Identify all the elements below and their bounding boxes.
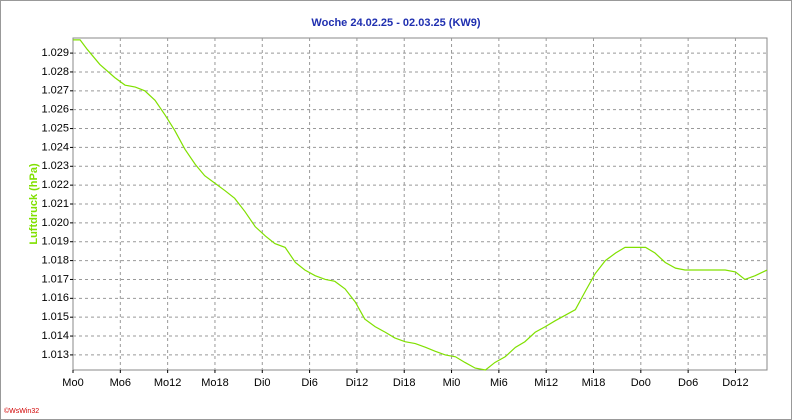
- x-tick-label: Mo0: [62, 377, 83, 389]
- y-tick-label: 1.014: [41, 330, 69, 342]
- y-tick-label: 1.028: [41, 66, 69, 78]
- y-tick-label: 1.022: [41, 179, 69, 191]
- x-tick-label: Mi18: [582, 377, 606, 389]
- chart-title: Woche 24.02.25 - 02.03.25 (KW9): [311, 17, 480, 29]
- y-tick-label: 1.019: [41, 236, 69, 248]
- y-tick-label: 1.026: [41, 104, 69, 116]
- y-tick-label: 1.025: [41, 122, 69, 134]
- y-tick-label: 1.013: [41, 349, 69, 361]
- y-tick-label: 1.017: [41, 273, 69, 285]
- x-tick-label: Do6: [678, 377, 698, 389]
- x-tick-label: Mi6: [490, 377, 508, 389]
- x-tick-label: Do12: [722, 377, 748, 389]
- x-tick-label: Mo18: [201, 377, 229, 389]
- x-tick-label: Di18: [393, 377, 416, 389]
- data-line: [73, 39, 768, 371]
- y-tick-label: 1.021: [41, 198, 69, 210]
- y-tick-label: 1.018: [41, 254, 69, 266]
- x-tick-label: Di6: [301, 377, 318, 389]
- y-tick-label: 1.023: [41, 160, 69, 172]
- x-tick-label: Di12: [346, 377, 369, 389]
- y-tick-label: 1.015: [41, 311, 69, 323]
- y-tick-label: 1.027: [41, 85, 69, 97]
- y-tick-label: 1.020: [41, 217, 69, 229]
- x-tick-label: Mo6: [110, 377, 131, 389]
- y-axis-label: Luftdruck (hPa): [28, 163, 40, 245]
- x-tick-label: Do0: [631, 377, 651, 389]
- y-tick-label: 1.029: [41, 47, 69, 59]
- watermark: ©WsWin32: [4, 407, 39, 415]
- x-tick-label: Mi12: [534, 377, 558, 389]
- y-tick-label: 1.024: [41, 141, 69, 153]
- x-tick-label: Mi0: [443, 377, 461, 389]
- x-tick-label: Mo12: [154, 377, 182, 389]
- y-tick-label: 1.016: [41, 292, 69, 304]
- x-tick-label: Di0: [254, 377, 271, 389]
